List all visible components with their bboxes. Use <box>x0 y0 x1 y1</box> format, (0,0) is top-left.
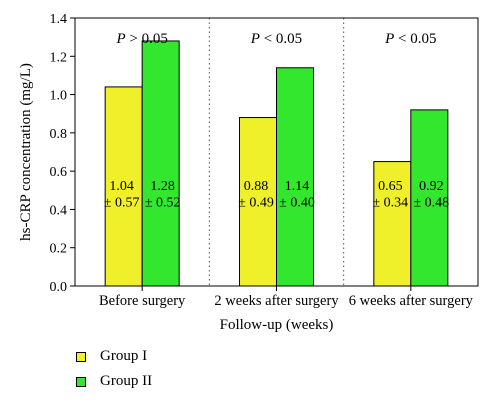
legend-label-group-1: Group I <box>100 348 148 364</box>
p-value-annotation-3: P < 0.05 <box>384 31 436 47</box>
y-axis-label: hs-CRP concentration (mg/L) <box>18 63 34 241</box>
data-label-1-2: 0.88 ± 0.49 <box>238 179 274 211</box>
bar-chart: 1.04 ± 0.571.28 ± 0.52 P > 0.05 Before surge… <box>18 12 479 333</box>
y-tick-label: 1.4 <box>50 12 68 27</box>
bar-2-3 <box>410 109 449 287</box>
legend-swatch-group-2 <box>76 376 86 387</box>
data-label-2-3: 0.92 ± 0.48 <box>413 179 449 211</box>
legend-swatch-group-1 <box>76 351 86 362</box>
x-tick-label-2: 2 weeks after surgery <box>214 293 339 309</box>
x-tick-label-1: Before surgery <box>99 293 186 309</box>
data-label-1-3: 0.65 ± 0.34 <box>372 179 408 211</box>
y-tick-label: 0.6 <box>50 165 68 180</box>
x-tick-label-3: 6 weeks after surgery <box>349 293 474 309</box>
bar-1-1 <box>104 86 143 287</box>
y-tick-label: 0.8 <box>50 127 68 142</box>
plot-frame <box>74 17 479 287</box>
y-tick-label: 0.0 <box>50 280 68 295</box>
data-label-1-1: 1.04 ± 0.57 <box>104 179 140 211</box>
legend-item-group-2: Group II <box>76 373 152 390</box>
p-value-annotation-1: P > 0.05 <box>115 31 167 47</box>
bar-2-1 <box>141 40 180 287</box>
data-label-2-1: 1.28 ± 0.52 <box>145 179 181 211</box>
legend-item-group-1: Group I <box>76 348 147 365</box>
bar-1-3 <box>373 161 412 287</box>
legend-label-group-2: Group II <box>100 373 153 389</box>
y-tick-label: 0.4 <box>50 203 68 218</box>
x-axis-label: Follow-up (weeks) <box>220 317 334 333</box>
y-tick-label: 0.2 <box>50 242 68 257</box>
p-value-annotation-2: P < 0.05 <box>250 31 302 47</box>
bar-1-2 <box>239 117 277 287</box>
data-label-2-2: 1.14 ± 0.40 <box>279 179 315 211</box>
y-tick-label: 1.0 <box>50 89 68 104</box>
y-tick-label: 1.2 <box>50 50 68 65</box>
bar-2-2 <box>276 67 314 287</box>
